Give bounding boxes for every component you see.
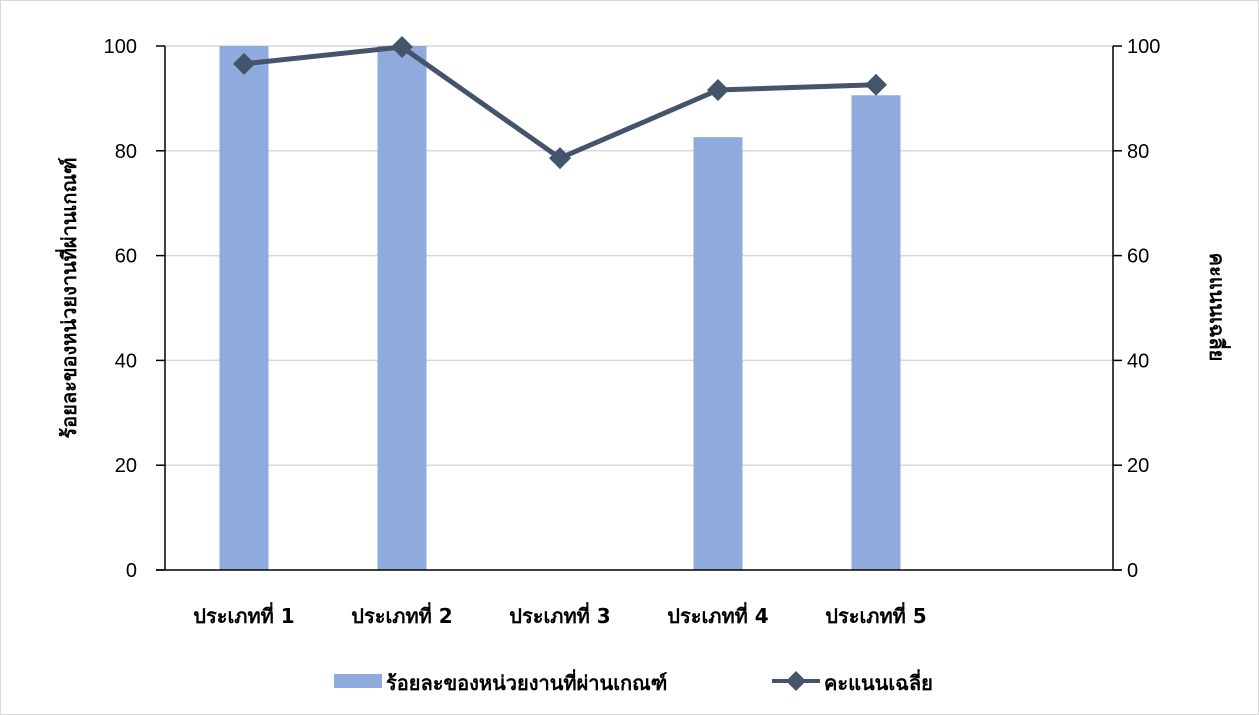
line-marker — [549, 147, 571, 170]
category-label: ประเภทที่ 5 — [825, 601, 926, 628]
left-axis-title: ร้อยละของหน่วยงานที่ผ่านเกณฑ์ — [54, 157, 81, 438]
gridlines — [165, 45, 1113, 466]
right-tick-label: 100 — [1127, 36, 1160, 58]
line-marker — [707, 79, 729, 102]
left-tick-label: 60 — [115, 246, 137, 268]
left-tick-label: 40 — [115, 350, 137, 372]
legend-line-label: คะแนนเฉลี่ย — [824, 668, 933, 695]
left-tick-label: 80 — [115, 141, 137, 163]
legend-bar-label: ร้อยละของหน่วยงานที่ผ่านเกณฑ์ — [386, 668, 667, 695]
left-tick-label: 20 — [115, 455, 137, 477]
right-tick-label: 80 — [1127, 141, 1149, 163]
right-axis-title: คะแนนเฉลี่ย — [1205, 253, 1232, 362]
bar — [377, 46, 427, 570]
tick-labels: 0 20 40 60 80 100 0 20 40 60 80 100 ประเภทที่ 1 ประเภ… — [104, 36, 1161, 628]
bar — [851, 95, 901, 571]
legend: ร้อยละของหน่วยงานที่ผ่านเกณฑ์ คะแนนเฉลี่… — [334, 668, 933, 695]
right-tick-label: 40 — [1127, 350, 1149, 372]
right-tick-label: 0 — [1127, 560, 1138, 582]
line-marker — [865, 73, 887, 96]
category-label: ประเภทที่ 1 — [193, 601, 294, 628]
line-path — [243, 44, 877, 161]
bar-series — [219, 46, 901, 571]
axes — [156, 45, 1122, 571]
legend-line-marker — [786, 671, 806, 691]
bar — [693, 137, 743, 570]
legend-bar-swatch — [334, 674, 382, 688]
right-tick-label: 20 — [1127, 455, 1149, 477]
left-tick-label: 100 — [104, 36, 137, 58]
right-tick-label: 60 — [1127, 246, 1149, 268]
line-marker — [391, 36, 413, 59]
line-marker — [233, 52, 255, 75]
left-tick-label: 0 — [126, 560, 137, 582]
category-label: ประเภทที่ 4 — [667, 601, 768, 628]
category-label: ประเภทที่ 2 — [351, 601, 452, 628]
bar — [219, 46, 269, 570]
category-label: ประเภทที่ 3 — [509, 601, 610, 628]
line-series — [233, 36, 887, 170]
